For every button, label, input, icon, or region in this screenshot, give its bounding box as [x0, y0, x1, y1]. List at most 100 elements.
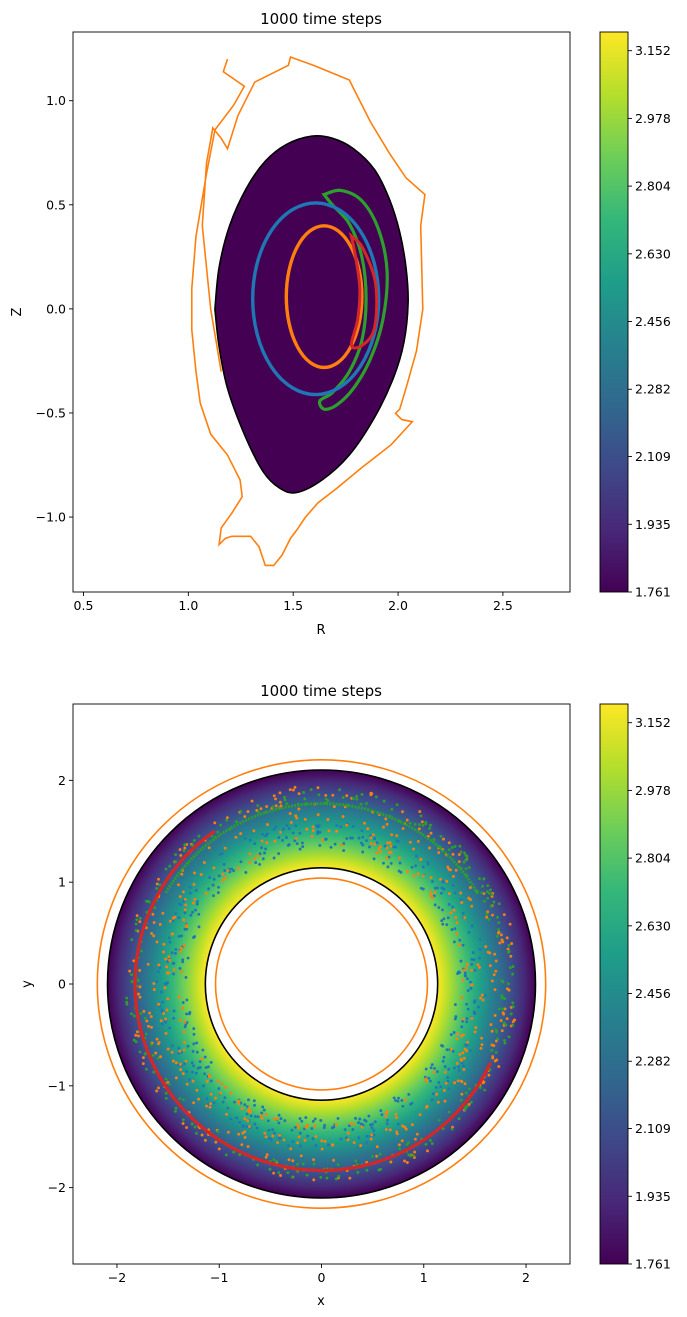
chart-xy-scatter-point [260, 846, 263, 850]
chart-xy-scatter-point [407, 1092, 411, 1096]
chart-xy-scatter-point [429, 831, 433, 835]
chart-xy-scatter-point [216, 1130, 220, 1133]
chart-xy-scatter-point [331, 1143, 335, 1147]
chart-xy-scatter-point [413, 1137, 417, 1141]
chart-xy-scatter-point [136, 1034, 140, 1038]
chart-xy-scatter-point [340, 843, 344, 847]
chart-xy-scatter-point [197, 1097, 201, 1101]
chart-xy-scatter-point [337, 1174, 341, 1178]
chart-xy-scatter-point [181, 960, 185, 964]
chart-xy-scatter-point [351, 797, 355, 800]
chart-xy-scatter-point [246, 1119, 250, 1122]
chart-xy-scatter-point [130, 973, 134, 977]
chart-xy-scatter-point [224, 876, 227, 880]
chart-xy-scatter-point [455, 932, 459, 936]
chart-xy-scatter-point [343, 1128, 347, 1131]
chart-xy-scatter-point [439, 1085, 442, 1089]
chart-xy-scatter-point [167, 955, 171, 959]
chart-xy-scatter-point [461, 1051, 465, 1055]
chart-xy-scatter-point [430, 1142, 434, 1145]
chart-xy-scatter-point [409, 1102, 413, 1106]
chart-xy-scatter-point [272, 1117, 276, 1121]
chart-xy-scatter-point [206, 1065, 210, 1069]
chart-xy-scatter-point [214, 1140, 218, 1144]
chart-xy-scatter-point [274, 797, 277, 801]
chart-xy-scatter-point [183, 1020, 187, 1024]
chart-xy-scatter-point [469, 1100, 473, 1104]
chart-xy-scatter-point [463, 971, 467, 975]
chart-xy-scatter-point [140, 949, 143, 953]
chart-xy-scatter-point [271, 1128, 275, 1132]
chart-xy-scatter-point [298, 1131, 302, 1135]
chart-xy-scatter-point [166, 997, 170, 1001]
chart-xy-scatter-point [493, 952, 497, 956]
chart-xy-scatter-point [125, 996, 129, 1000]
chart-xy-scatter-point [235, 1116, 239, 1120]
chart-rz-plot-area [192, 57, 425, 565]
chart-xy-scatter-point [194, 1071, 198, 1075]
chart-xy-scatter-point [492, 1044, 496, 1048]
chart-xy-scatter-point [274, 804, 278, 808]
chart-xy-scatter-point [320, 1139, 324, 1143]
chart-xy-scatter-point [316, 830, 320, 833]
chart-xy-scatter-point [369, 836, 373, 840]
chart-xy-scatter-point [451, 884, 455, 887]
chart-xy-scatter-point [467, 931, 471, 934]
chart-xy-scatter-point [418, 823, 421, 826]
chart-xy-scatter-point [145, 899, 148, 903]
chart-xy-scatter-point [171, 962, 175, 966]
chart-xy-scatter-point [467, 866, 471, 869]
chart-xy-scatter-point [163, 986, 167, 990]
chart-xy-scatter-point [346, 1138, 350, 1142]
chart-xy-scatter-point [419, 857, 423, 861]
chart-xy-scatter-point [185, 927, 189, 931]
chart-xy-scatter-point [510, 942, 514, 946]
chart-xy-scatter-point [193, 871, 196, 875]
chart-xy-colorbar-tick-label: 1.761 [635, 1257, 671, 1272]
chart-xy-scatter-point [509, 1012, 513, 1016]
chart-xy-scatter-point [388, 1128, 392, 1132]
chart-xy-scatter-point [461, 911, 465, 915]
chart-xy-scatter-point [467, 1087, 471, 1091]
chart-xy-scatter-point [447, 848, 451, 852]
chart-xy-scatter-point [166, 1047, 170, 1051]
chart-xy-scatter-point [346, 1131, 350, 1135]
chart-xy-outer-boundary [108, 770, 536, 1198]
chart-xy-scatter-point [297, 1135, 301, 1139]
chart-xy-scatter-point [348, 1176, 352, 1180]
chart-xy-scatter-point [463, 1082, 467, 1086]
chart-rz-xtick-label: 1.5 [283, 598, 303, 613]
chart-xy-scatter-point [194, 908, 197, 912]
chart-xy-scatter-point [319, 1119, 323, 1122]
chart-xy-scatter-point [492, 973, 496, 977]
chart-xy-scatter-point [405, 870, 409, 873]
chart-xy-scatter-point [459, 1034, 463, 1038]
chart-xy-scatter-point [335, 829, 339, 833]
chart-xy-scatter-point [181, 1122, 185, 1125]
chart-xy-scatter-point [405, 1161, 409, 1164]
chart-xy-scatter-point [437, 906, 441, 909]
chart-xy-scatter-point [470, 968, 474, 972]
chart-xy-scatter-point [394, 845, 397, 849]
chart-xy-scatter-point [297, 807, 301, 811]
chart-xy-scatter-point [497, 1065, 501, 1068]
chart-xy-scatter-point [224, 1153, 228, 1157]
chart-xy-scatter-point [301, 845, 305, 849]
chart-xy-scatter-point [158, 966, 162, 970]
chart-xy-scatter-point [211, 883, 215, 887]
chart-xy-colorbar-tick-label: 2.804 [635, 851, 671, 866]
chart-xy-scatter-point [379, 850, 382, 853]
chart-xy-scatter-point [463, 974, 467, 977]
chart-xy-scatter-point [369, 841, 373, 845]
chart-xy-scatter-point [291, 831, 295, 835]
chart-xy-scatter-point [479, 1046, 483, 1050]
chart-xy-xtick-label: 0 [318, 1270, 326, 1285]
chart-xy-scatter-point [500, 996, 504, 1000]
chart-xy-scatter-point [216, 830, 220, 834]
chart-xy-scatter-point [264, 833, 268, 837]
chart-xy-scatter-point [452, 1031, 456, 1034]
chart-xy-scatter-point [159, 1019, 163, 1023]
chart-xy-scatter-point [385, 856, 389, 860]
chart-xy-scatter-point [182, 944, 186, 948]
chart-xy-scatter-point [209, 1079, 213, 1083]
